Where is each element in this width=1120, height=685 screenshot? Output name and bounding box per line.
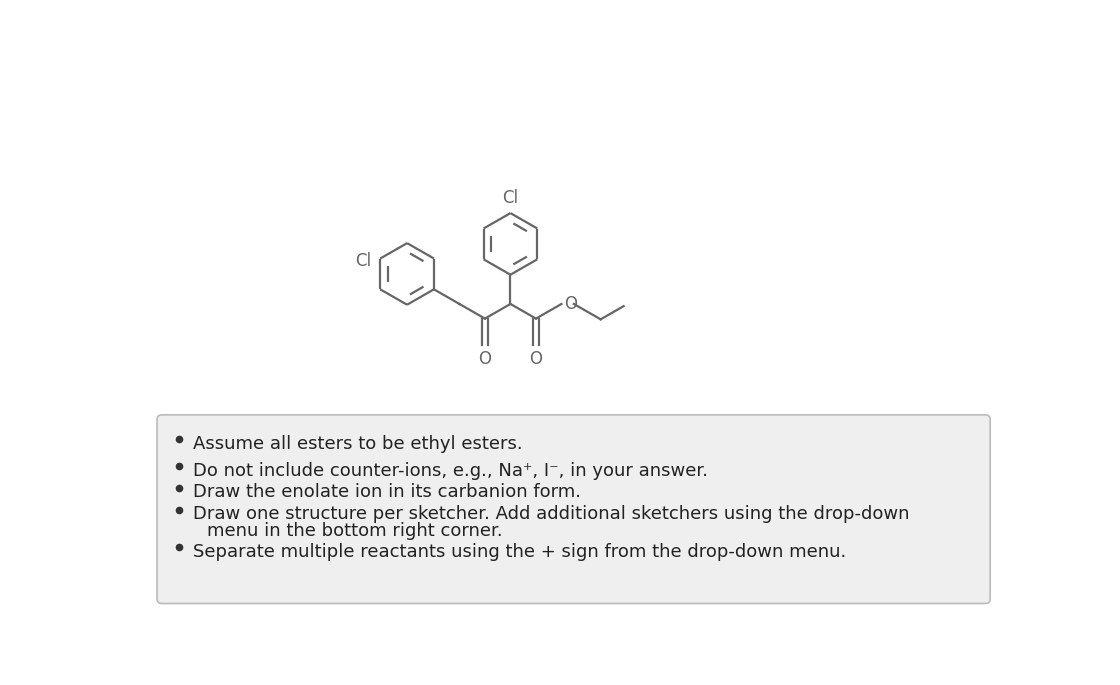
Text: Draw one structure per sketcher. Add additional sketchers using the drop-down: Draw one structure per sketcher. Add add… — [193, 505, 909, 523]
Text: Cl: Cl — [503, 189, 519, 207]
Text: O: O — [530, 349, 542, 368]
Text: menu in the bottom right corner.: menu in the bottom right corner. — [207, 522, 502, 540]
Text: Do not include counter-ions, e.g., Na⁺, I⁻, in your answer.: Do not include counter-ions, e.g., Na⁺, … — [193, 462, 708, 480]
Text: Draw the enolate ion in its carbanion form.: Draw the enolate ion in its carbanion fo… — [193, 484, 580, 501]
Text: O: O — [478, 349, 492, 368]
Text: Assume all esters to be ethyl esters.: Assume all esters to be ethyl esters. — [193, 435, 522, 453]
Text: Separate multiple reactants using the + sign from the drop-down menu.: Separate multiple reactants using the + … — [193, 543, 846, 560]
FancyBboxPatch shape — [157, 415, 990, 603]
Text: O: O — [564, 295, 578, 313]
Text: Cl: Cl — [355, 252, 371, 270]
